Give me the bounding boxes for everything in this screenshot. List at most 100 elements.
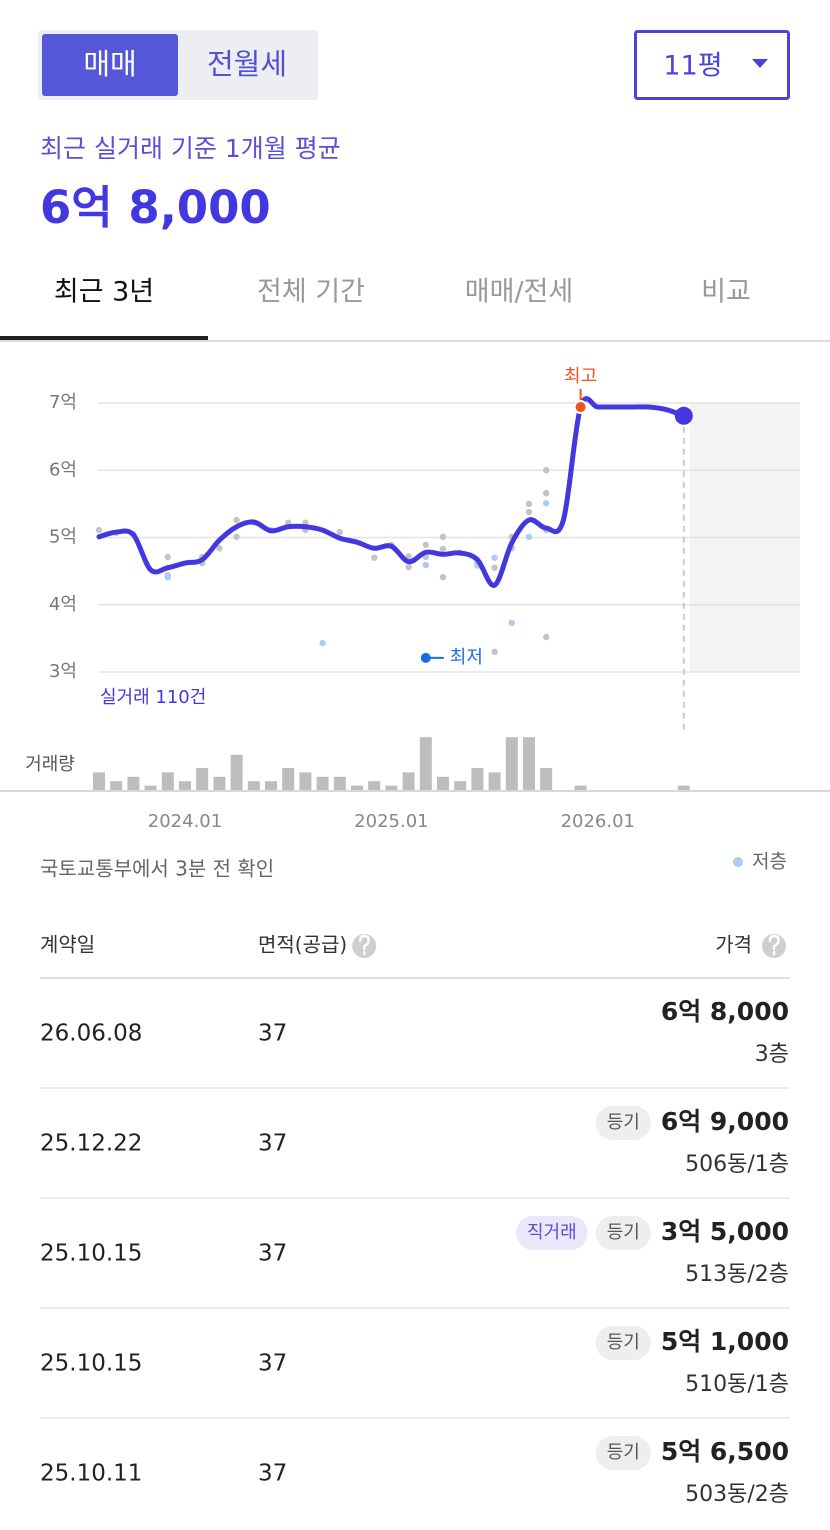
toggle-rent[interactable]: 전월세 bbox=[207, 47, 287, 81]
deal-area: 37 bbox=[258, 1351, 287, 1377]
volume-bar bbox=[523, 737, 535, 790]
period-tab[interactable]: 최근 3년 bbox=[54, 277, 154, 308]
deal-dot bbox=[216, 545, 223, 552]
deal-dot bbox=[543, 489, 550, 497]
deal-detail: 510동/1층 bbox=[685, 1372, 789, 1397]
y-tick-label: 3억 bbox=[49, 661, 77, 682]
volume-bar bbox=[282, 768, 295, 790]
deal-dot bbox=[371, 554, 378, 561]
deal-area: 37 bbox=[258, 1461, 287, 1487]
deal-date: 26.06.08 bbox=[40, 1021, 142, 1047]
volume-bar bbox=[351, 785, 363, 790]
volume-bar bbox=[110, 781, 123, 790]
volume-bar bbox=[437, 776, 449, 790]
deal-price: 5억 1,000 bbox=[661, 1327, 789, 1356]
deal-dot bbox=[319, 639, 326, 647]
volume-bar bbox=[299, 772, 312, 790]
help-glyph bbox=[768, 934, 780, 956]
tab-indicator bbox=[0, 336, 208, 340]
volume-bar bbox=[230, 754, 243, 790]
deal-detail: 513동/2층 bbox=[685, 1262, 789, 1287]
deal-date: 25.10.15 bbox=[40, 1351, 142, 1377]
deal-dot bbox=[422, 561, 429, 569]
deal-dot bbox=[439, 573, 447, 581]
help-glyph bbox=[359, 934, 370, 956]
high-label: 최고 bbox=[564, 366, 597, 387]
deal-dot bbox=[164, 553, 171, 561]
deal-dot bbox=[525, 500, 533, 508]
deal-dot bbox=[439, 533, 447, 541]
volume-bar bbox=[677, 785, 690, 790]
deal-dot bbox=[543, 467, 550, 474]
volume-bar bbox=[385, 785, 398, 790]
deal-dot bbox=[233, 516, 240, 524]
size-dropdown[interactable] bbox=[634, 30, 790, 100]
volume-bar bbox=[368, 781, 381, 790]
period-tab[interactable]: 매매/전세 bbox=[465, 277, 573, 308]
deal-detail: 503동/2층 bbox=[685, 1482, 789, 1507]
period-tab[interactable]: 비교 bbox=[701, 277, 751, 308]
volume-bar bbox=[247, 781, 260, 790]
deal-dot bbox=[491, 564, 498, 571]
y-tick-label: 4억 bbox=[49, 594, 77, 615]
volume-bar bbox=[196, 768, 209, 790]
deal-tag: 등기 bbox=[607, 1112, 640, 1133]
toggle-sale[interactable]: 매매 bbox=[83, 47, 136, 81]
deal-tag: 등기 bbox=[607, 1442, 640, 1463]
volume-label: 거래량 bbox=[25, 754, 75, 775]
legend-dot bbox=[733, 857, 743, 867]
deal-dot bbox=[525, 533, 533, 541]
deal-price: 6억 8,000 bbox=[661, 997, 789, 1026]
price-line bbox=[96, 396, 687, 588]
deal-detail: 506동/1층 bbox=[685, 1152, 789, 1177]
deal-dot bbox=[543, 500, 550, 507]
deal-detail: 3층 bbox=[755, 1042, 789, 1067]
deal-tag-bg bbox=[595, 1106, 651, 1140]
deal-date: 25.10.15 bbox=[40, 1241, 142, 1267]
col-price: 가격 bbox=[715, 933, 752, 957]
dropdown-caret bbox=[752, 59, 768, 68]
period-tab[interactable]: 전체 기간 bbox=[257, 277, 365, 308]
col-area: 면적(공급) bbox=[258, 933, 347, 957]
y-tick-label: 5억 bbox=[49, 527, 77, 548]
deal-dot bbox=[525, 508, 533, 516]
y-tick-label: 6억 bbox=[49, 459, 77, 480]
deal-tag-bg bbox=[595, 1326, 651, 1360]
volume-bar bbox=[419, 737, 432, 790]
volume-bar bbox=[540, 768, 553, 790]
deal-price: 3억 5,000 bbox=[661, 1217, 789, 1246]
deal-date: 25.12.22 bbox=[40, 1131, 142, 1157]
deal-dot bbox=[405, 553, 412, 560]
volume-bar bbox=[127, 776, 140, 790]
volume-bar bbox=[144, 785, 157, 790]
deal-dot bbox=[164, 573, 171, 581]
volume-bar bbox=[213, 776, 226, 790]
deal-dot bbox=[439, 545, 447, 553]
deal-dot bbox=[336, 528, 343, 536]
deal-area: 37 bbox=[258, 1131, 287, 1157]
volume-bar bbox=[93, 772, 105, 790]
y-tick-label: 7억 bbox=[49, 392, 77, 413]
deal-price: 6억 9,000 bbox=[661, 1107, 789, 1136]
high-point bbox=[573, 400, 588, 415]
deal-count: 실거래 110건 bbox=[100, 687, 206, 708]
volume-bar bbox=[574, 785, 587, 790]
deal-dot bbox=[543, 633, 550, 641]
volume-bar bbox=[179, 781, 191, 790]
volume-bar bbox=[265, 781, 277, 790]
volume-bar bbox=[161, 772, 174, 790]
volume-bar bbox=[505, 737, 518, 790]
toggle-active-bg bbox=[42, 34, 178, 96]
current-point bbox=[674, 406, 693, 425]
col-date: 계약일 bbox=[40, 933, 95, 957]
deal-tag-bg bbox=[595, 1436, 651, 1470]
volume-bar bbox=[454, 781, 467, 790]
size-value[interactable]: 11평 bbox=[663, 51, 722, 82]
deal-tag: 등기 bbox=[607, 1222, 640, 1243]
volume-bar bbox=[402, 772, 415, 790]
deal-area: 37 bbox=[258, 1241, 287, 1267]
deal-dot bbox=[422, 541, 429, 549]
deal-dot bbox=[491, 648, 498, 656]
x-tick-label: 2026.01 bbox=[561, 811, 635, 832]
